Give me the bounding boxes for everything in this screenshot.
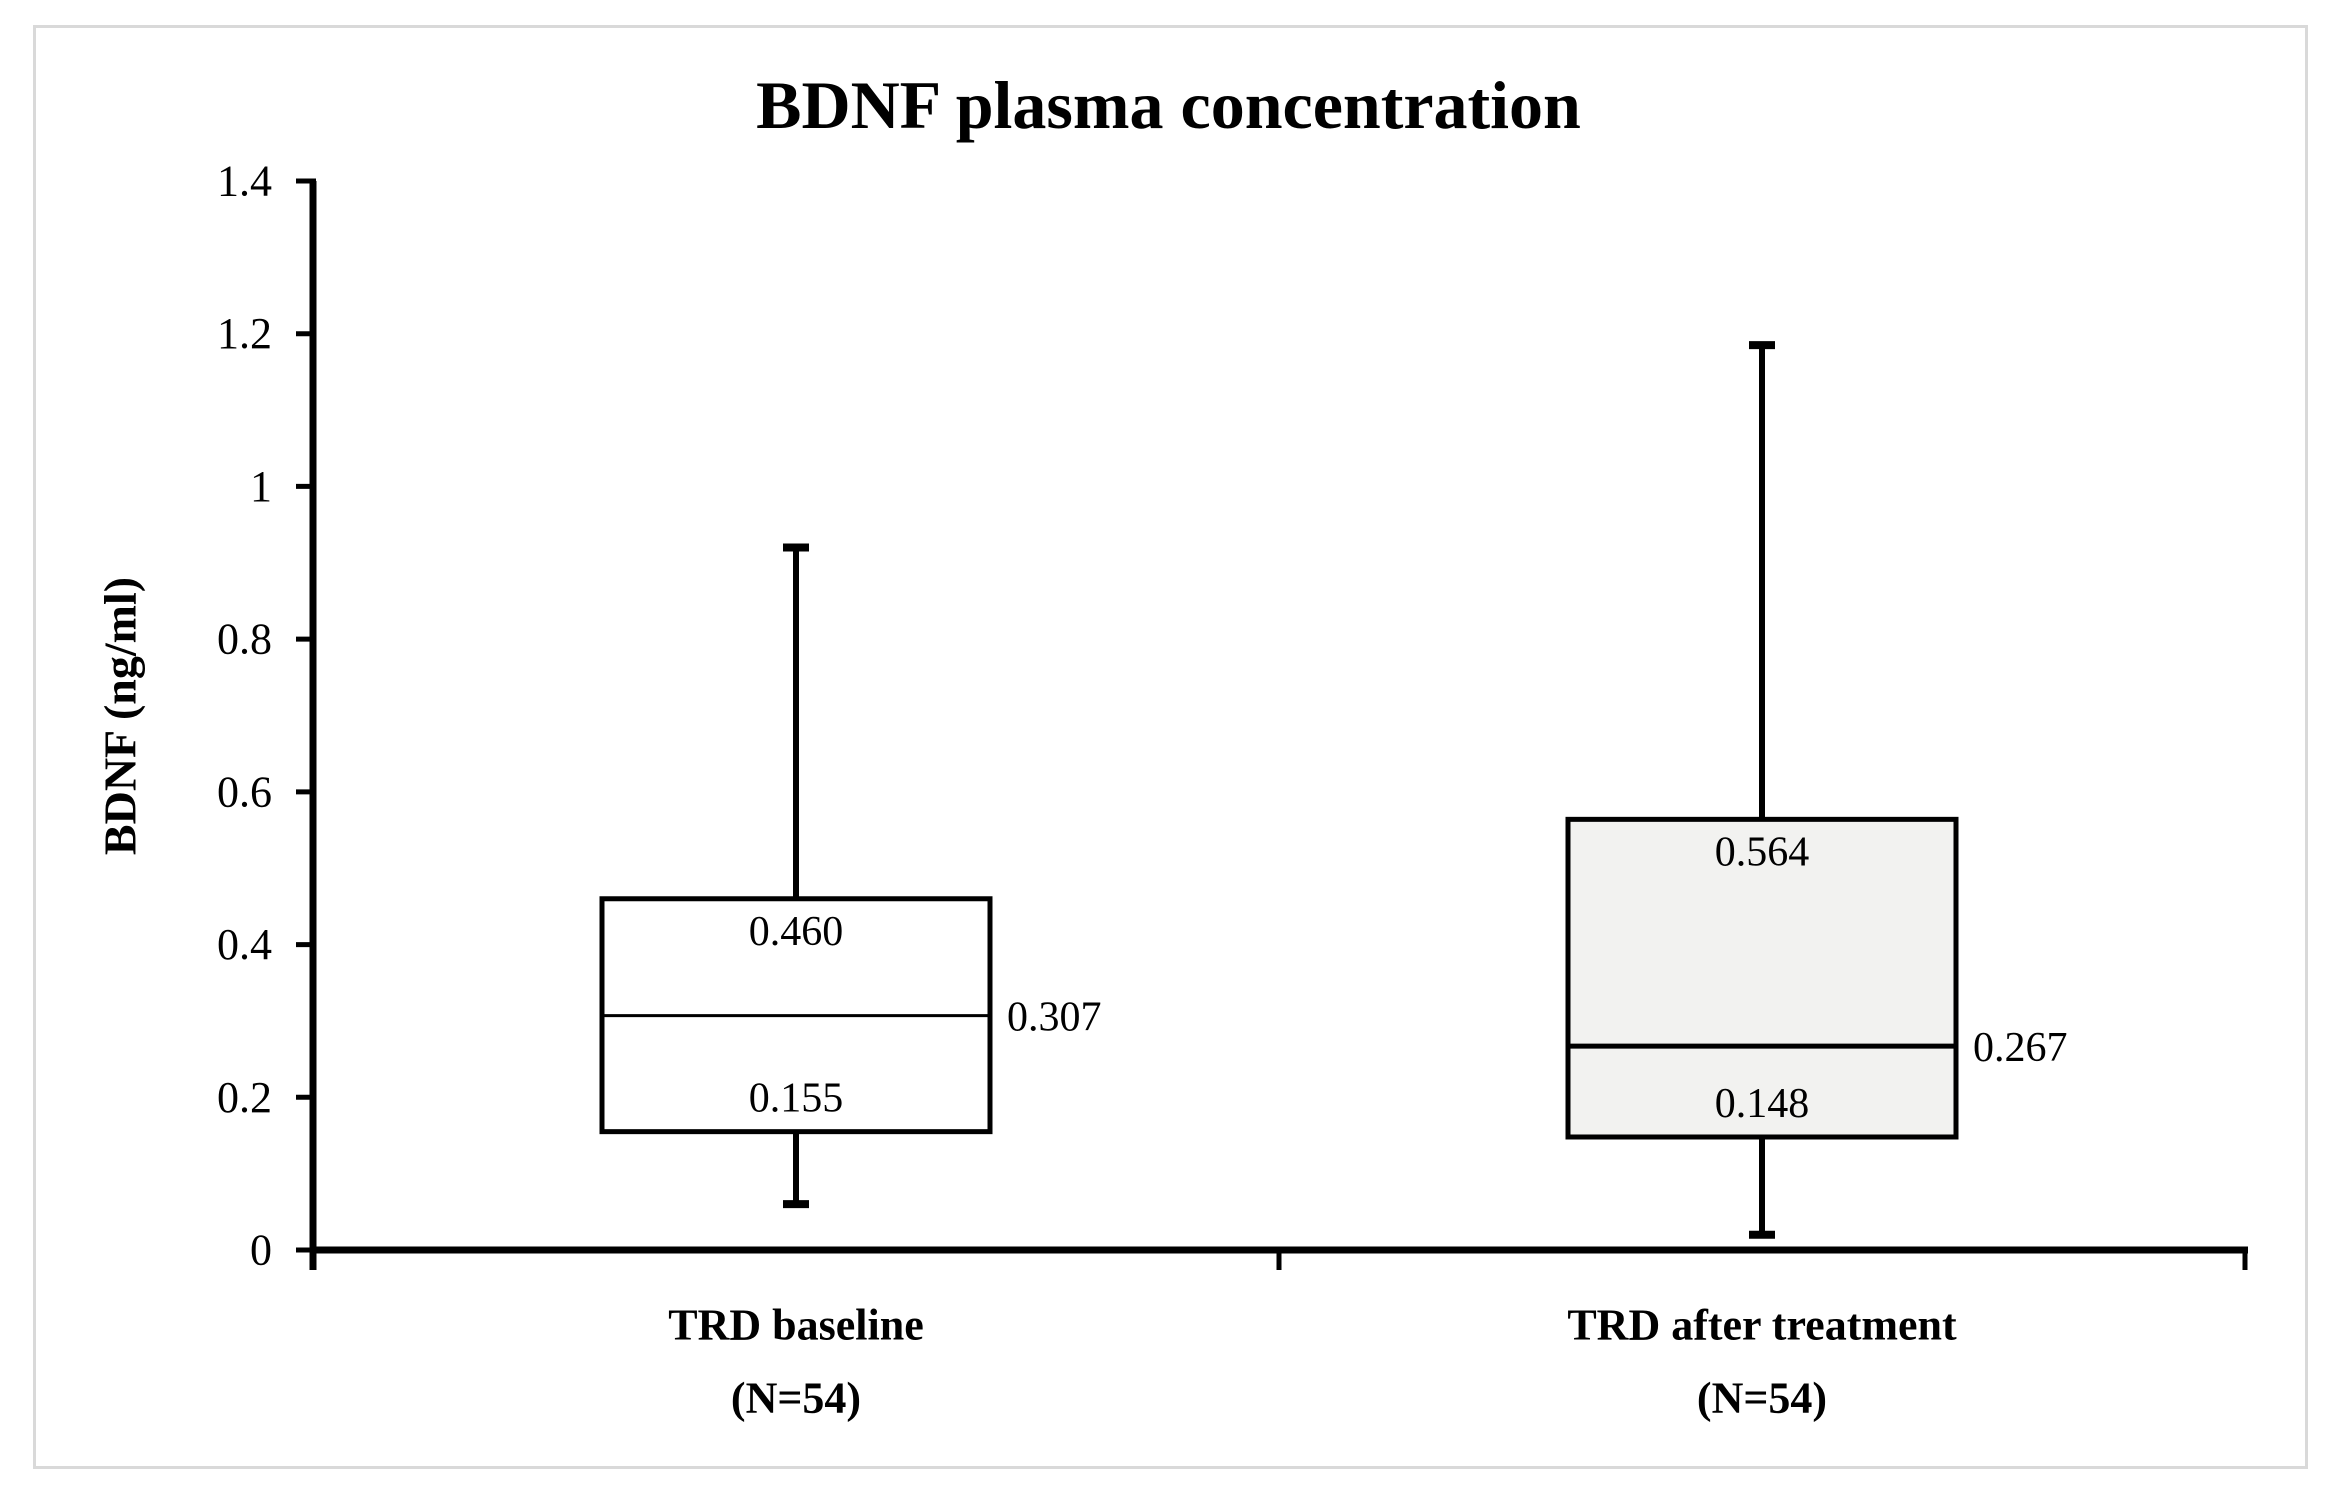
q1-value-label: 0.155: [749, 1076, 844, 1122]
y-tick-label: 1: [250, 462, 272, 511]
y-tick-label: 0.4: [217, 920, 272, 969]
q1-value-label: 0.148: [1715, 1081, 1810, 1127]
y-tick-label: 1.2: [217, 309, 272, 358]
median-value-label: 0.307: [1007, 995, 1102, 1041]
median-value-label: 0.267: [1973, 1025, 2068, 1071]
q3-value-label: 0.460: [749, 909, 844, 955]
category-label: TRD baseline: [668, 1301, 923, 1350]
chart-title: BDNF plasma concentration: [756, 67, 1581, 143]
category-sublabel: (N=54): [1697, 1374, 1827, 1423]
y-tick-label: 0: [250, 1226, 272, 1275]
category-sublabel: (N=54): [731, 1374, 861, 1423]
y-tick-label: 0.6: [217, 767, 272, 816]
y-tick-label: 0.8: [217, 615, 272, 664]
y-tick-label: 0.2: [217, 1073, 272, 1122]
box-2: [1565, 816, 1959, 1140]
category-label: TRD after treatment: [1567, 1301, 1957, 1350]
q3-value-label: 0.564: [1715, 829, 1810, 875]
y-tick-label: 1.4: [217, 157, 272, 206]
